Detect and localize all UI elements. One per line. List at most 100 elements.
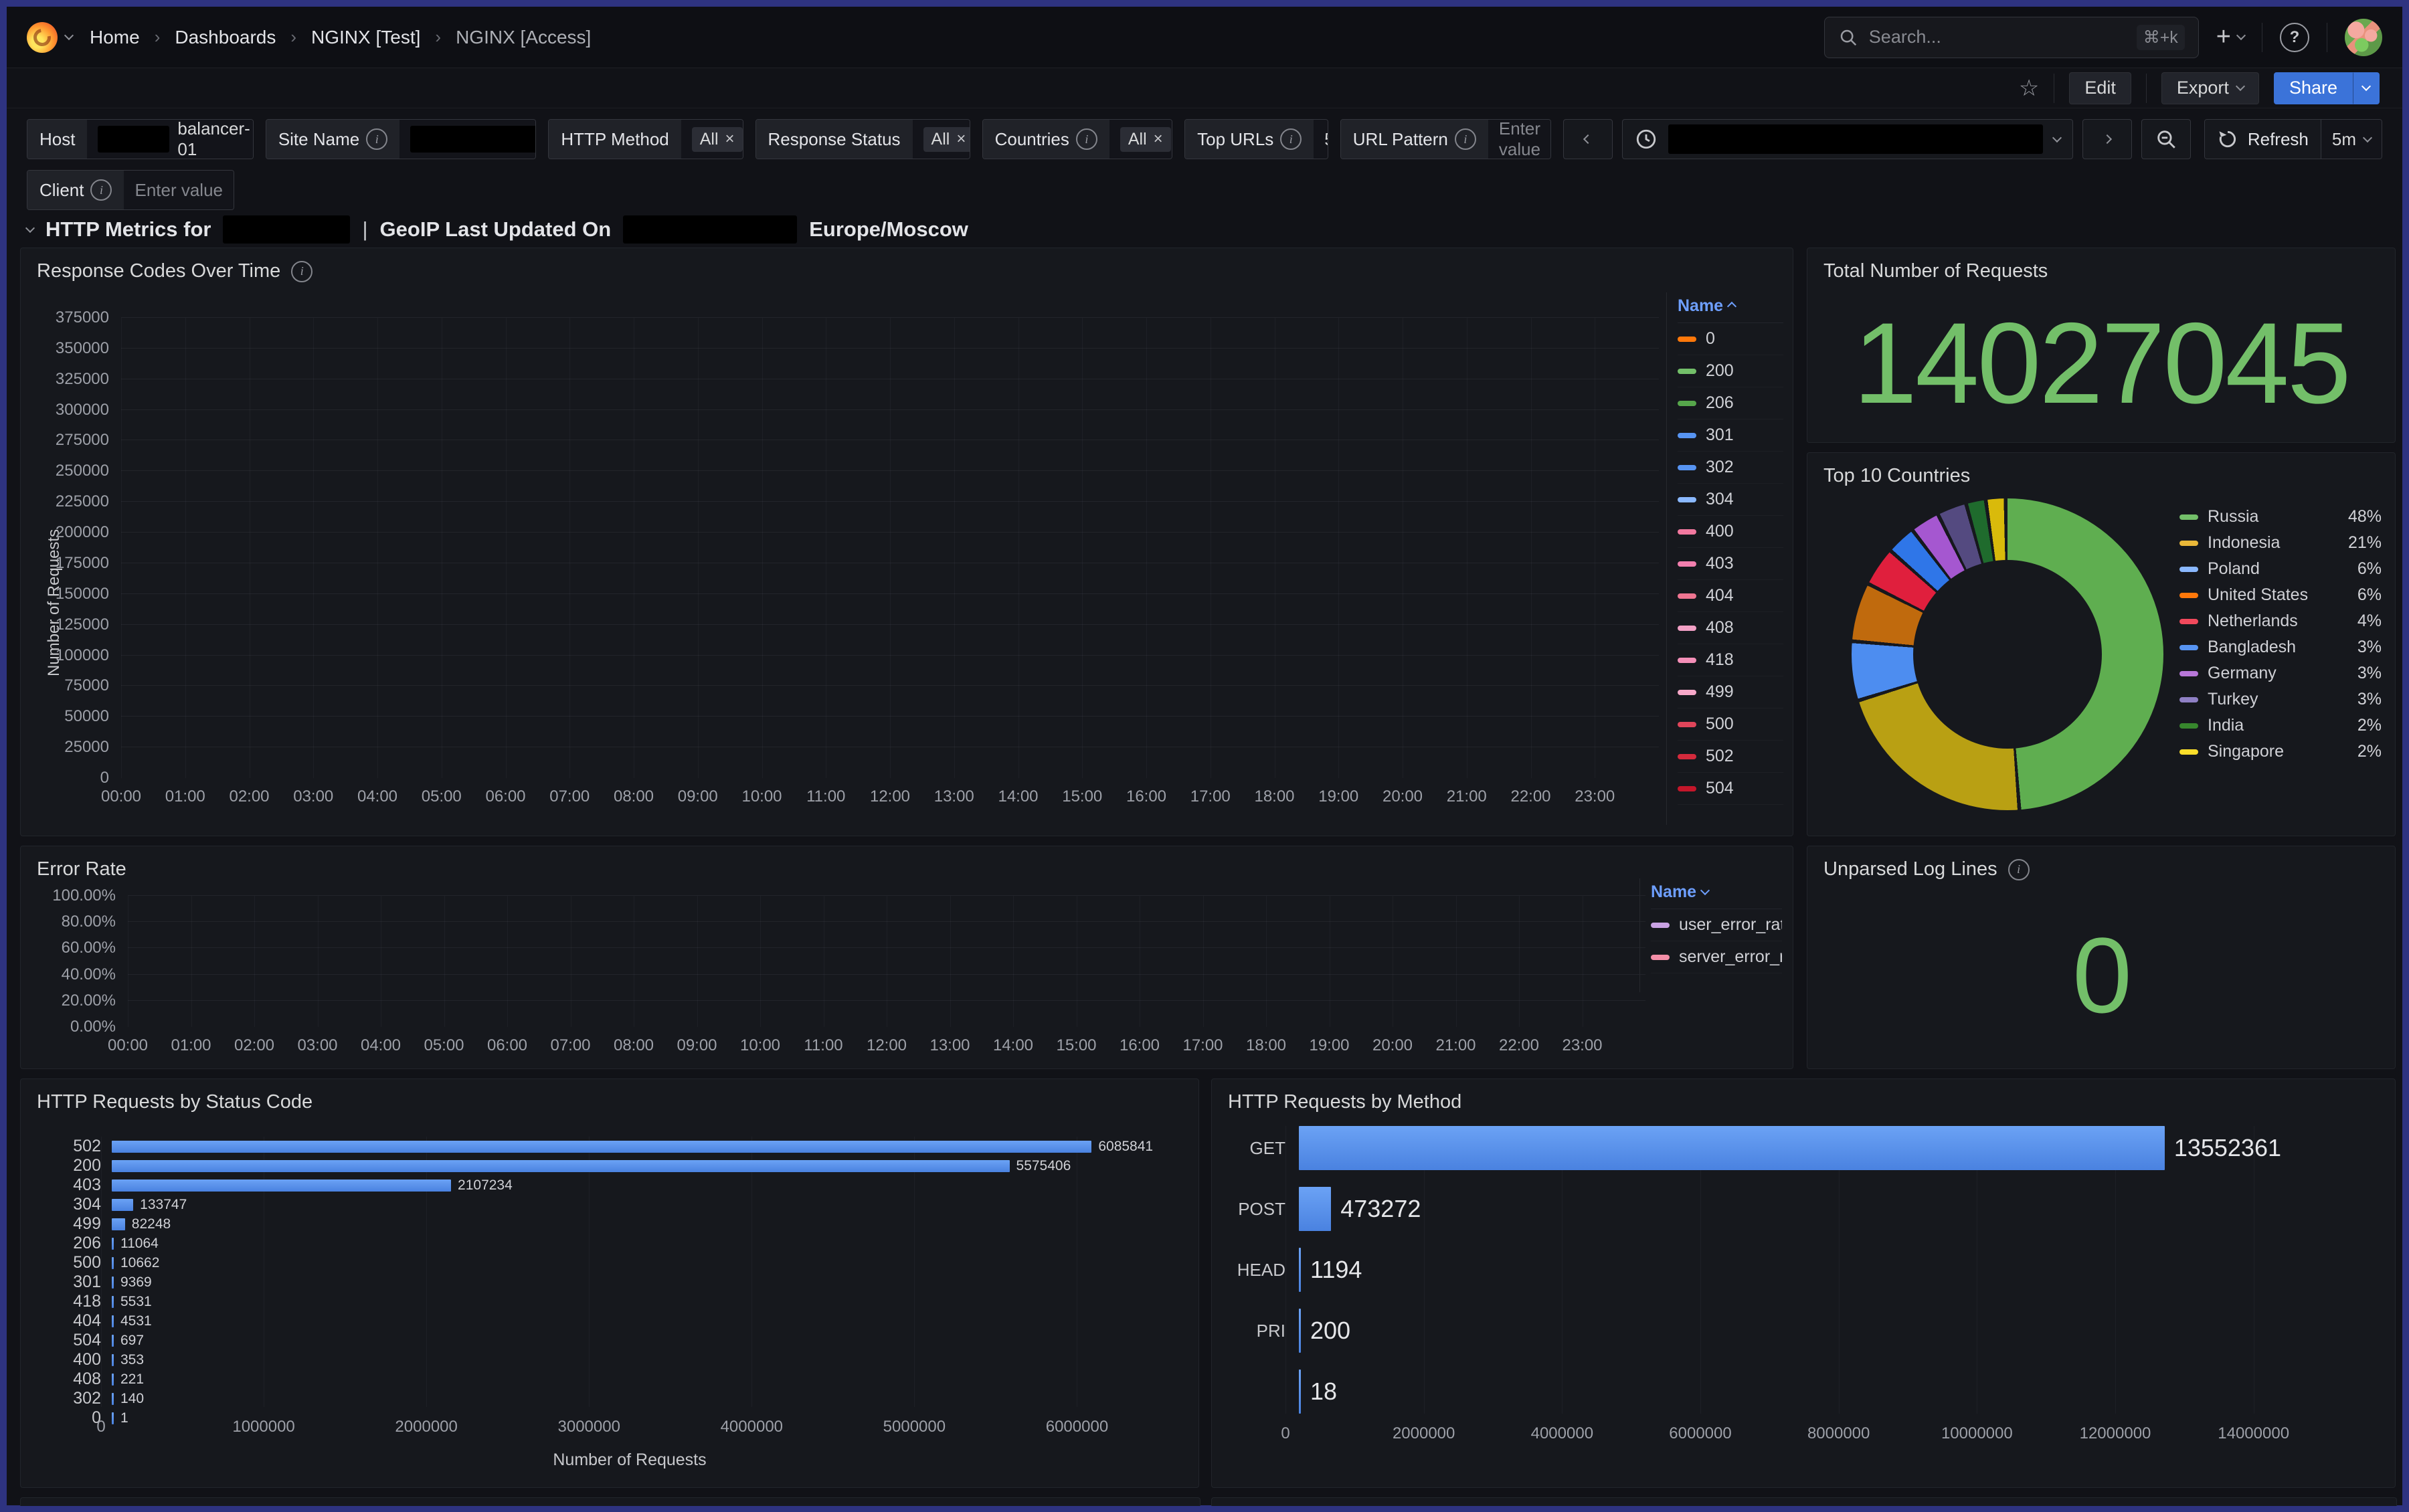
legend-swatch <box>1678 496 1696 502</box>
row-title: HTTP Metrics for <box>46 217 211 241</box>
legend-item[interactable]: 408 <box>1678 612 1783 644</box>
edit-button[interactable]: Edit <box>2069 72 2131 104</box>
top-nav: Home › Dashboards › NGINX [Test] › NGINX [Acce… <box>7 7 2402 68</box>
filter-top-urls[interactable]: Top URLs 5 <box>1184 119 1328 159</box>
legend-item[interactable]: 500 <box>1678 708 1783 741</box>
breadcrumb-item[interactable]: NGINX [Test] <box>311 26 421 48</box>
legend-item[interactable]: 404 <box>1678 580 1783 612</box>
panel-title[interactable]: Error Rate <box>37 858 126 880</box>
collapse-row-icon[interactable] <box>25 223 35 233</box>
panel-title[interactable]: HTTP Requests by Method <box>1228 1091 1462 1113</box>
filter-bar: Host balancer-01 Site Name HTTP Method A… <box>7 108 2402 221</box>
breadcrumb: Home › Dashboards › NGINX [Test] › NGINX [Acce… <box>90 27 591 48</box>
panel-title[interactable]: Unparsed Log Lines <box>1807 846 2395 892</box>
search-input[interactable]: Search... ⌘+k <box>1823 16 2199 58</box>
filter-chip: All × <box>923 126 970 152</box>
legend-item[interactable]: Netherlands 4% <box>2179 608 2382 634</box>
refresh-interval-button[interactable]: 5m <box>2320 120 2382 159</box>
remove-chip-icon[interactable]: × <box>956 130 966 148</box>
bar <box>112 1412 114 1424</box>
filter-countries[interactable]: Countries All× × <box>982 119 1173 159</box>
row-header[interactable]: HTTP Metrics for | GeoIP Last Updated On… <box>25 215 968 244</box>
legend-item[interactable]: 400 <box>1678 516 1783 548</box>
time-forward-button[interactable] <box>2082 119 2132 159</box>
panel-title[interactable]: Response Codes Over Time <box>21 248 1793 294</box>
legend-item[interactable]: Poland 6% <box>2179 556 2382 582</box>
breadcrumb-item[interactable]: Home <box>90 26 140 48</box>
star-icon[interactable]: ☆ <box>2018 75 2040 101</box>
grafana-logo[interactable] <box>27 21 58 53</box>
legend-item[interactable]: 499 <box>1678 676 1783 708</box>
bar-row: POST 473272 <box>1228 1187 2281 1231</box>
legend-swatch <box>1678 689 1696 695</box>
filter-chip: All × <box>1120 126 1171 152</box>
share-split-button: Share <box>2273 72 2380 104</box>
remove-chip-icon[interactable]: × <box>1153 130 1163 148</box>
org-switcher-chevron-icon[interactable] <box>64 30 74 41</box>
legend-item[interactable]: 206 <box>1678 387 1783 419</box>
legend-item[interactable]: Singapore 2% <box>2179 739 2382 765</box>
share-menu-button[interactable] <box>2353 72 2380 104</box>
bar-row: 404 4531 <box>73 1311 152 1330</box>
breadcrumb-item[interactable]: NGINX [Access] <box>456 26 592 48</box>
clock-icon <box>1636 129 1656 149</box>
legend-item[interactable]: 304 <box>1678 484 1783 516</box>
remove-chip-icon[interactable]: × <box>725 130 735 148</box>
panel-requests-by-status: HTTP Requests by Status Code 502 6085841 2… <box>20 1078 1199 1488</box>
legend-item[interactable]: Bangladesh 3% <box>2179 634 2382 660</box>
legend-item[interactable]: United States 6% <box>2179 582 2382 608</box>
legend-item[interactable]: 403 <box>1678 548 1783 580</box>
filter-client[interactable]: Client Enter value <box>27 170 235 210</box>
legend-item[interactable]: Russia 48% <box>2179 504 2382 530</box>
info-icon[interactable] <box>291 260 313 282</box>
avatar[interactable] <box>2345 18 2382 56</box>
help-icon[interactable]: ? <box>2280 22 2309 52</box>
time-range-picker[interactable] <box>1621 119 2073 159</box>
legend-item[interactable]: 301 <box>1678 419 1783 452</box>
countries-donut-chart <box>1852 498 2163 810</box>
panel-title[interactable]: Top 10 Countries <box>1823 465 1971 486</box>
legend-item[interactable]: 200 <box>1678 355 1783 387</box>
bar-row: HEAD 1194 <box>1228 1248 2281 1292</box>
info-icon <box>1454 128 1476 150</box>
filter-host[interactable]: Host balancer-01 <box>27 119 254 159</box>
share-button[interactable]: Share <box>2273 72 2353 104</box>
bar <box>112 1237 114 1250</box>
new-button[interactable]: + <box>2216 23 2246 52</box>
filter-url-pattern[interactable]: URL Pattern Enter value <box>1340 119 1551 159</box>
refresh-button[interactable]: Refresh <box>2204 120 2321 159</box>
legend-item[interactable]: 504 <box>1678 773 1783 805</box>
export-button[interactable]: Export <box>2161 72 2259 104</box>
chart-legend: Name user_error_rateserver_error_rate <box>1639 878 1782 992</box>
panel-title[interactable]: Total Number of Requests <box>1823 260 2048 282</box>
bar-row: 206 11064 <box>73 1234 159 1252</box>
filter-response-status[interactable]: Response Status All× × <box>755 119 970 159</box>
legend-item[interactable]: Germany 3% <box>2179 660 2382 686</box>
legend-header[interactable]: Name <box>1651 878 1782 909</box>
redacted-time-range <box>1668 124 2043 154</box>
zoom-out-button[interactable] <box>2141 119 2191 159</box>
legend-item[interactable]: user_error_rate <box>1651 909 1782 941</box>
filter-http-method[interactable]: HTTP Method All× × <box>548 119 743 159</box>
legend-item[interactable]: 418 <box>1678 644 1783 676</box>
filter-site-name[interactable]: Site Name <box>265 119 537 159</box>
legend-item[interactable]: 302 <box>1678 452 1783 484</box>
panel-title[interactable]: HTTP Requests by Status Code <box>37 1091 313 1113</box>
time-back-button[interactable] <box>1563 119 1613 159</box>
bar <box>112 1373 114 1386</box>
breadcrumb-item[interactable]: Dashboards <box>175 26 276 48</box>
x-axis: 00:00 01:00 02:00 03:00 04:00 05:00 06:00 07:00… <box>100 787 1615 806</box>
legend-item[interactable]: 502 <box>1678 741 1783 773</box>
redacted-host <box>223 215 351 244</box>
legend-item[interactable]: India 2% <box>2179 713 2382 739</box>
bar-row: 200 5575406 <box>73 1156 1071 1175</box>
legend-item[interactable]: server_error_rate <box>1651 941 1782 973</box>
bar-row: 500 10662 <box>73 1253 160 1272</box>
panel-unparsed-log-lines: Unparsed Log Lines 0 <box>1807 846 2396 1069</box>
legend-header[interactable]: Name <box>1678 292 1783 323</box>
legend-item[interactable]: Turkey 3% <box>2179 686 2382 713</box>
legend-item[interactable]: Indonesia 21% <box>2179 530 2382 556</box>
legend-item[interactable]: 0 <box>1678 323 1783 355</box>
info-icon[interactable] <box>2008 858 2030 880</box>
legend-swatch <box>1678 400 1696 406</box>
